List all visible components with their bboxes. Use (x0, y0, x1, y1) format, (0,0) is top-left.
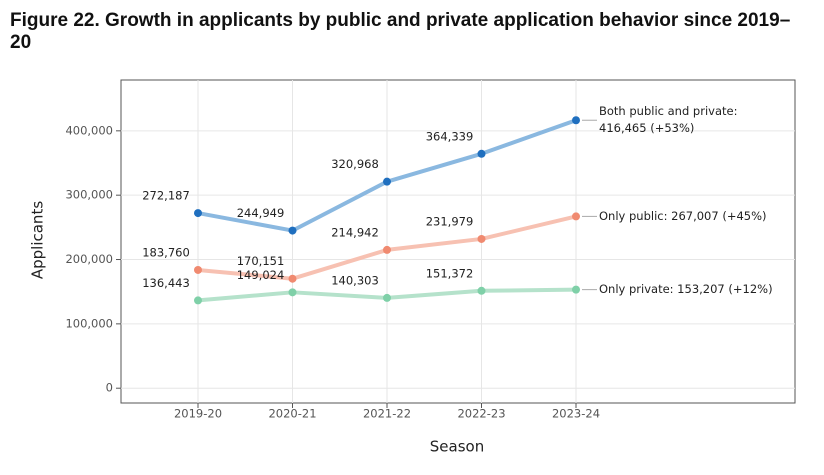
data-point (383, 245, 391, 254)
data-label: 214,942 (331, 225, 379, 239)
data-label: 183,760 (142, 245, 190, 259)
x-tick-label: 2022-23 (457, 407, 505, 421)
data-point (572, 285, 580, 294)
annotation: Both public and private: (599, 104, 737, 118)
data-point (477, 286, 486, 295)
data-point (194, 265, 202, 274)
data-label: 136,443 (142, 276, 190, 290)
x-axis-title: Season (430, 438, 484, 456)
data-label: 170,151 (237, 254, 285, 268)
data-label: 151,372 (426, 266, 474, 280)
y-axis-title: Applicants (29, 201, 47, 279)
annotation: Only private: 153,207 (+12%) (599, 282, 773, 296)
data-label: 244,949 (237, 206, 285, 220)
data-point (288, 226, 297, 235)
data-point (477, 149, 486, 158)
data-label: 231,979 (426, 214, 474, 228)
y-tick-label: 300,000 (65, 188, 113, 202)
x-tick-label: 2019-20 (174, 407, 222, 421)
data-point (194, 209, 202, 218)
y-tick-label: 400,000 (65, 123, 113, 137)
data-point (288, 288, 297, 297)
y-tick-label: 0 (106, 381, 113, 395)
grid (121, 80, 795, 403)
x-tick-label: 2023-24 (552, 407, 600, 421)
plot-panel (120, 79, 796, 404)
data-label: 149,024 (237, 268, 285, 282)
x-tick-label: 2021-22 (363, 407, 411, 421)
x-tick-label: 2020-21 (268, 407, 316, 421)
data-label: 140,303 (331, 273, 379, 287)
data-point (383, 293, 391, 302)
data-point (572, 212, 580, 221)
data-point (383, 177, 391, 186)
y-tick-label: 200,000 (65, 252, 113, 266)
data-label: 364,339 (426, 129, 474, 143)
annotation: 416,465 (+53%) (599, 121, 694, 135)
data-point (572, 116, 580, 125)
data-label: 320,968 (331, 157, 379, 171)
annotation: Only public: 267,007 (+45%) (599, 209, 767, 223)
data-point (477, 234, 486, 243)
data-label: 272,187 (142, 189, 190, 203)
data-point (194, 296, 202, 305)
chart-title: Figure 22. Growth in applicants by publi… (10, 10, 791, 53)
y-tick-label: 100,000 (65, 316, 113, 330)
data-point (288, 274, 297, 283)
